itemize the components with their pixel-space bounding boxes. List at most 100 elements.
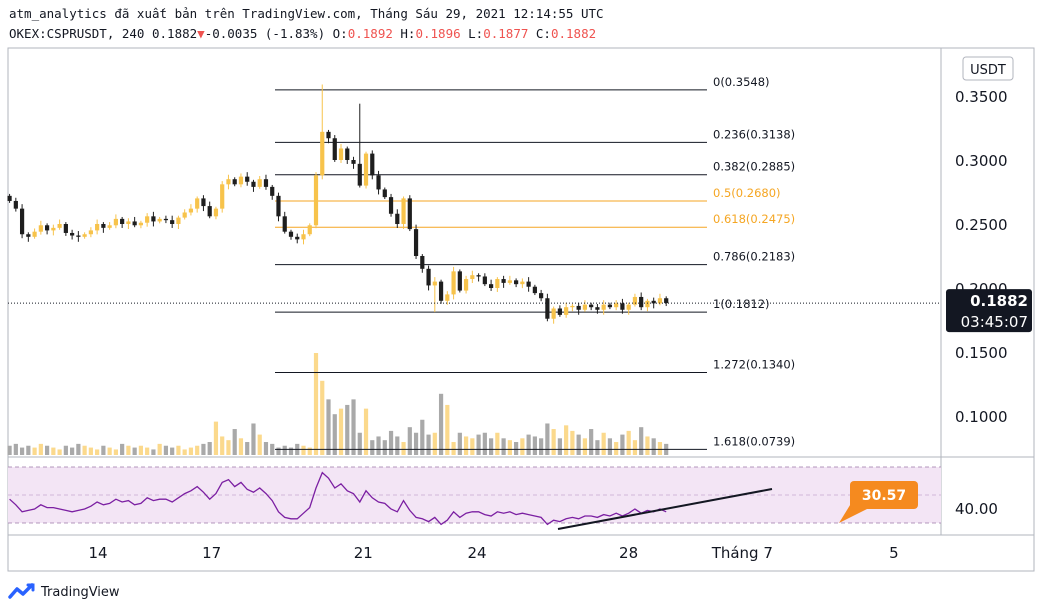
candle-body [657, 298, 663, 304]
volume-bar [514, 442, 519, 455]
fib-level-label: 0.382(0.2885) [713, 160, 795, 174]
candle-body [301, 234, 306, 240]
candle-body [95, 224, 100, 231]
fib-level-label: 0.236(0.3138) [713, 127, 795, 141]
brand-label: TradingView [41, 584, 120, 600]
candle-body [445, 294, 450, 301]
candle-body [32, 231, 37, 237]
volume-bar [201, 443, 206, 455]
volume-bar [238, 438, 244, 455]
volume-bar [607, 438, 613, 455]
x-tick-label: 17 [202, 544, 221, 562]
low-label: L: [468, 26, 484, 41]
candle-body [38, 225, 43, 232]
volume-bar [26, 445, 31, 455]
fib-level-label: 0(0.3548) [713, 75, 770, 89]
candle-body [632, 296, 638, 305]
volume-bar [113, 449, 118, 455]
x-tick-label: Tháng 7 [711, 544, 773, 562]
volume-bar [595, 440, 600, 455]
candle-body [176, 217, 181, 224]
candle-body [463, 279, 469, 291]
currency-box[interactable] [962, 56, 1014, 81]
volume-bar [32, 447, 37, 455]
candle-body [19, 208, 25, 235]
volume-bar [188, 447, 194, 455]
candle-body [532, 286, 537, 294]
candle-body [126, 221, 131, 224]
volume-bar [539, 438, 544, 455]
x-tick-label: 14 [88, 544, 107, 562]
volume-bar [126, 445, 131, 455]
volume-bar [195, 445, 200, 455]
volume-bar [545, 423, 550, 455]
volume-bar [82, 445, 87, 455]
volume-bar [95, 449, 100, 455]
candle-body [45, 225, 50, 231]
candle-body [288, 231, 294, 237]
volume-bar [589, 429, 594, 455]
close-label: C: [535, 26, 551, 41]
tradingview-brand[interactable]: TradingView [8, 583, 120, 601]
currency-label: USDT [970, 63, 1006, 78]
candle-body [620, 303, 625, 310]
volume-bar [432, 432, 437, 455]
volume-bar [288, 447, 294, 455]
volume-bar [576, 434, 581, 455]
candle-body [276, 195, 281, 217]
volume-bar [313, 353, 319, 455]
symbol-info-line: OKEX:CSPRUSDT, 240 0.1882▼-0.0035 (-1.83… [9, 26, 596, 41]
y-tick-label: 0.3000 [955, 152, 1008, 170]
volume-bar [276, 447, 281, 455]
candle-body [26, 234, 31, 237]
candle-body [545, 298, 550, 319]
high-label: H: [400, 26, 416, 41]
volume-bar [101, 445, 106, 455]
candle-body [182, 212, 187, 218]
x-tick-label: 24 [467, 544, 486, 562]
rsi-trend-line [557, 488, 773, 530]
volume-bar [88, 447, 93, 455]
volume-bar [457, 432, 462, 455]
volume-bar [407, 427, 412, 455]
candle-body [251, 181, 256, 187]
volume-bar [213, 421, 219, 455]
volume-bar [51, 447, 56, 455]
candle-body [495, 279, 500, 288]
volume-bar [438, 393, 444, 455]
current-price-box [946, 289, 1032, 333]
candle-body [107, 225, 112, 228]
countdown-label: 03:45:07 [961, 313, 1028, 331]
candle-body [482, 276, 487, 285]
candle-body [664, 298, 669, 304]
symbol-label: OKEX:CSPRUSDT, 240 [9, 26, 145, 41]
candle-body [476, 275, 481, 277]
candle-body [213, 208, 219, 217]
fib-level-label: 0.5(0.2680) [713, 186, 781, 200]
volume-bar [501, 438, 506, 455]
candle-body [526, 281, 531, 287]
volume-bar [345, 404, 350, 455]
volume-bar [357, 432, 362, 455]
volume-bar [388, 430, 394, 455]
candle-body [651, 300, 656, 304]
fib-level-label: 1.618(0.0739) [713, 434, 795, 448]
candle-body [13, 200, 18, 209]
candle-body [282, 216, 287, 232]
candle-body [88, 230, 93, 235]
candle-body [520, 281, 525, 285]
volume-bar [38, 443, 43, 455]
candle-body [226, 179, 231, 185]
candle-body [151, 216, 156, 222]
candle-body [351, 160, 356, 164]
candle-body [238, 176, 244, 185]
volume-bar [270, 443, 275, 455]
volume-bar [564, 425, 569, 455]
volume-bar [645, 436, 650, 455]
volume-bar [245, 442, 250, 455]
volume-bar [382, 440, 387, 455]
chart-frame [7, 47, 1035, 572]
volume-bar [507, 440, 512, 455]
candle-body [557, 308, 562, 315]
